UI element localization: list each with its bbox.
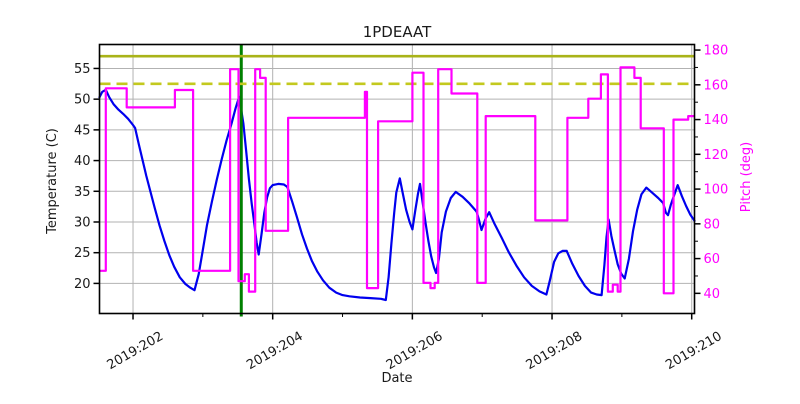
plot-frame [98,43,696,315]
y-right-tick-label: 180 [704,44,729,59]
y-right-tick-label: 160 [704,78,729,93]
x-tick-label: 2019:204 [244,329,305,373]
y-left-tick-label: 55 [74,62,91,77]
y-right-tick-label: 60 [704,252,721,267]
y-right-tick-label: 120 [704,148,729,163]
y-left-tick-label: 45 [74,123,91,138]
y-right-tick-label: 40 [704,287,721,302]
y-right-tick-label: 140 [704,113,729,128]
y-right-tick-label: 80 [704,217,721,232]
x-axis-label: Date [381,371,412,386]
y-left-tick-label: 40 [74,154,91,169]
y-left-tick-label: 35 [74,185,91,200]
y-right-tick-label: 100 [704,183,729,198]
x-tick-label: 2019:206 [384,329,445,373]
y-axis-label-left: Temperature (C) [45,128,60,235]
chart-title: 1PDEAAT [363,23,432,41]
y-axis-label-right: Pitch (deg) [739,142,754,212]
x-tick-label: 2019:210 [663,329,724,373]
x-tick-label: 2019:208 [524,329,585,373]
pitch-line [99,66,695,295]
y-left-tick-label: 25 [74,246,91,261]
x-tick-label: 2019:202 [105,329,166,373]
chart-generated: 2019:202 2019:204 2019:206 2019:208 2019:210… [74,44,728,374]
y-left-tick-label: 30 [74,215,91,230]
y-left-tick-label: 20 [74,277,91,292]
y-left-tick-label: 50 [74,93,91,108]
